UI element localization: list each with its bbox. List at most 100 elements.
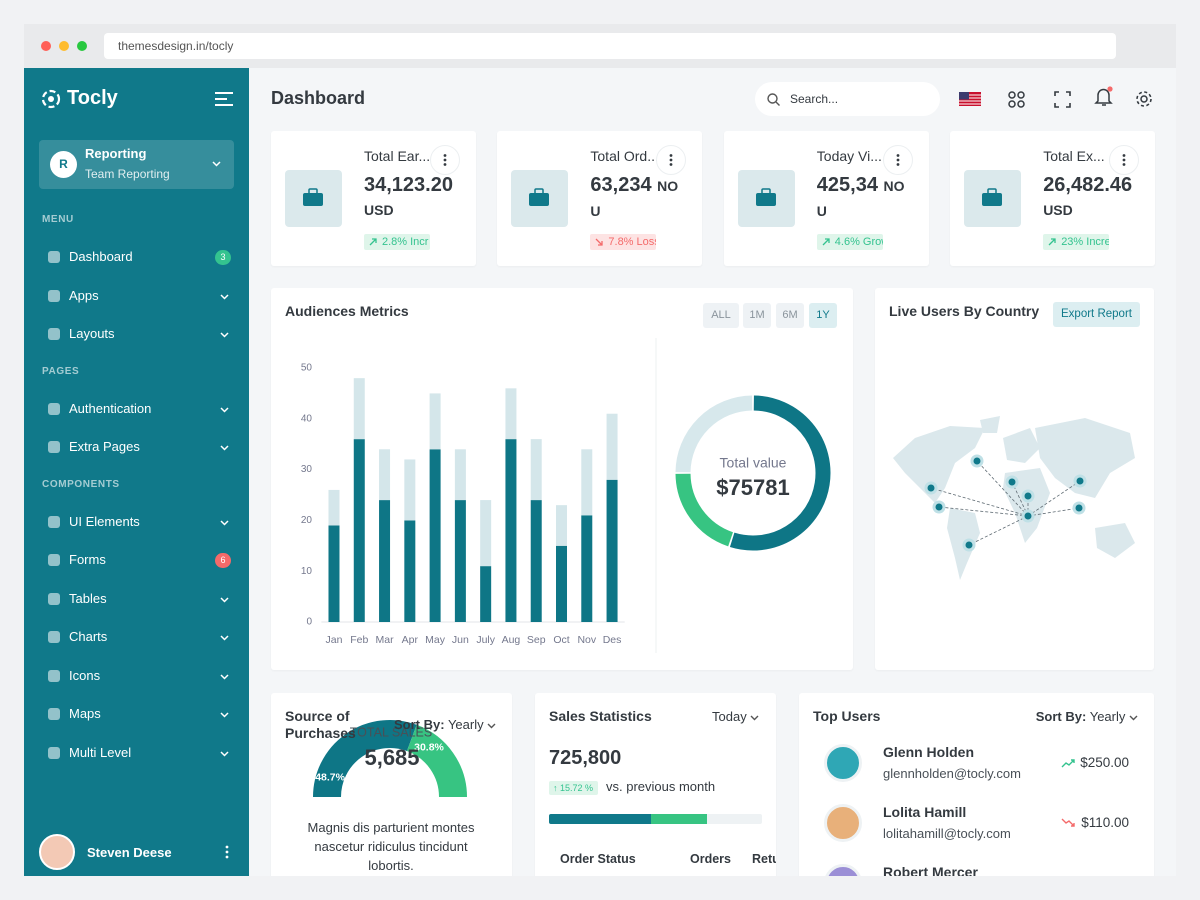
gauge-value-label: 48.7% — [315, 771, 345, 783]
stat-icon-glyph — [755, 188, 776, 206]
graphic — [959, 92, 969, 100]
stat-menu[interactable] — [882, 145, 913, 175]
y-tick-label: 40 — [301, 413, 313, 424]
y-tick-label: 10 — [301, 566, 313, 577]
menu-label: Multi Level — [69, 744, 132, 760]
stat-number: 425,34 — [816, 174, 878, 196]
stat-unit: NOU — [590, 178, 679, 219]
menu-label: Apps — [69, 287, 99, 303]
audiences-chart: 0 10 20 30 40 50 Jan Feb Mar Apr May Jun July Aug Sep O… — [301, 338, 831, 653]
range-button[interactable]: 6M — [776, 303, 804, 328]
graphic — [41, 89, 61, 109]
stat-icon — [511, 170, 569, 227]
user-email: lolitahamill@tocly.com — [883, 826, 1011, 841]
menu-item[interactable]: Dashboard 3 — [24, 238, 249, 277]
range-button[interactable]: 1M — [743, 303, 771, 328]
gauge-label: TOTAL SALES — [350, 725, 432, 739]
menu-label: Extra Pages — [69, 439, 140, 454]
graphic — [225, 845, 229, 849]
arrow-path — [822, 238, 830, 246]
user-name: Glenn Holden — [883, 744, 974, 760]
dot — [443, 158, 447, 162]
stat-change-text: 2.8% Incr — [382, 236, 429, 248]
chevron — [220, 519, 229, 526]
language-flag[interactable] — [959, 92, 981, 106]
range-button[interactable]: ALL — [703, 303, 739, 328]
sort-control[interactable]: Sort By: Yearly — [394, 717, 496, 732]
chevron — [212, 161, 221, 167]
stat-change-text: 7.8% Loss — [608, 236, 657, 248]
sales-gauge: 48.7% 30.8% TOTAL SALES 5,685 — [271, 720, 512, 876]
x-tick-label: May — [425, 634, 446, 646]
graphic — [930, 460, 1081, 546]
menu-label: Charts — [69, 629, 108, 644]
bar-segment — [505, 439, 517, 622]
graphic — [1140, 95, 1148, 103]
menu-item[interactable]: Tables — [24, 580, 249, 619]
menu-item[interactable]: Extra Pages — [24, 428, 249, 467]
stat-menu[interactable] — [1109, 145, 1140, 175]
menu-item[interactable]: Layouts — [24, 315, 249, 354]
stat-menu[interactable] — [430, 145, 460, 175]
stat-icon — [964, 170, 1022, 227]
x-tick-label: Sep — [527, 634, 546, 646]
trend-path — [1061, 818, 1075, 827]
x-tick-label: Feb — [350, 634, 368, 646]
export-button[interactable]: Export Report — [1053, 302, 1140, 327]
account-switch[interactable]: R Reporting Team Reporting — [39, 140, 234, 189]
stat-change: 2.8% Incr — [364, 234, 430, 250]
menu-heading: MENU — [42, 214, 74, 225]
menu-item[interactable]: Multi Level — [24, 734, 249, 773]
stat-menu-icon — [669, 154, 673, 166]
stat-label: Total Ex... — [1043, 148, 1105, 164]
bar-segment — [581, 515, 593, 622]
donut-segment — [729, 395, 831, 551]
stat-menu[interactable] — [656, 145, 687, 175]
dot — [443, 154, 447, 157]
menu-item[interactable]: Maps — [24, 695, 249, 734]
stat-unit: NOU — [816, 178, 905, 219]
apps-button[interactable] — [1008, 91, 1025, 108]
settings-button[interactable] — [1135, 90, 1153, 108]
range-button[interactable]: 1Y — [809, 303, 837, 328]
bar-segment — [429, 449, 441, 622]
menu-label: Authentication — [69, 400, 152, 416]
user-avatar — [824, 864, 862, 876]
url-bar[interactable]: themesdesign.in/tocly — [104, 33, 1116, 59]
bar-segment — [353, 439, 365, 622]
menu-icon — [48, 251, 60, 263]
menu-item[interactable]: UI Elements — [24, 503, 249, 542]
chevron — [750, 715, 759, 721]
chevron — [220, 445, 229, 451]
world-map — [893, 416, 1135, 580]
sales-value: 725,800 — [549, 747, 622, 769]
graphic — [1008, 91, 1016, 99]
menu-item[interactable]: Icons — [24, 657, 249, 696]
menu-item[interactable]: Charts — [24, 618, 249, 657]
dot — [896, 163, 900, 166]
gauge-segment — [313, 720, 417, 798]
menu-item[interactable]: Apps — [24, 277, 249, 316]
graphic — [1008, 100, 1016, 108]
menu-icon — [48, 554, 60, 566]
bar-segment — [454, 449, 466, 501]
card-title: Audiences Metrics — [285, 303, 409, 319]
x-tick-label: Jun — [452, 634, 469, 646]
menu-toggle[interactable] — [215, 92, 233, 106]
search-box[interactable]: Search... — [755, 82, 940, 116]
graphic — [962, 538, 976, 552]
menu-icon — [48, 592, 60, 605]
notifications-button[interactable] — [1094, 86, 1114, 108]
window-dot — [41, 41, 51, 51]
source-card: 48.7% 30.8% TOTAL SALES 5,685 Source of Pur… — [271, 693, 512, 876]
bar-segment — [505, 388, 517, 440]
menu-item[interactable]: Forms 6 — [24, 541, 249, 580]
gauge-value-label: 30.8% — [414, 741, 444, 753]
sort-control[interactable]: Sort By: Yearly — [1036, 709, 1138, 724]
period-select[interactable]: Today — [712, 709, 759, 724]
fullscreen-button[interactable] — [1054, 91, 1071, 108]
graphic — [1095, 523, 1135, 558]
menu-item[interactable]: Authentication — [24, 390, 249, 429]
user-menu[interactable] — [225, 845, 229, 859]
